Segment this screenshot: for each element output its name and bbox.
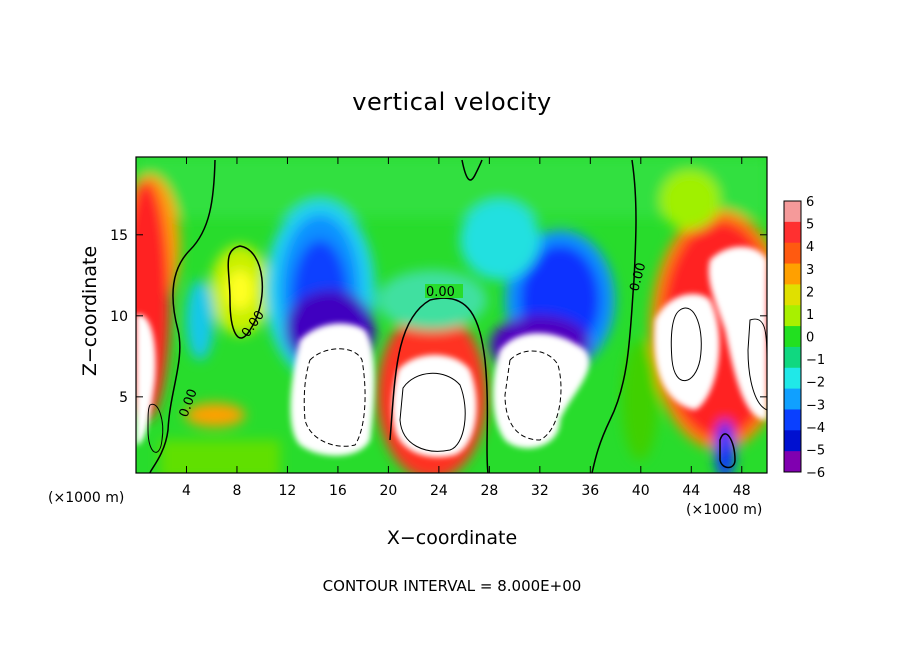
contour-label-4: 0.00 [627, 261, 649, 293]
x-tick-label: 8 [232, 483, 241, 499]
x-tick-label: 40 [632, 483, 650, 499]
colorbar-frame [783, 200, 802, 473]
x-tick-label: 44 [682, 483, 700, 499]
colorbar-tick-label: −4 [806, 421, 825, 436]
x-axis-label: X−coordinate [386, 527, 518, 549]
x-unit-label-right: (×1000 m) [686, 502, 763, 518]
colorbar-tick-label: 1 [806, 308, 814, 323]
colorbar-tick-label: 5 [806, 218, 814, 233]
negative-contours [303, 348, 562, 447]
x-tick-label: 32 [531, 483, 549, 499]
contour-label-1: 0.00 [426, 285, 455, 300]
x-tick-label: 48 [733, 483, 751, 499]
x-tick-label: 12 [279, 483, 297, 499]
contour-lines [147, 159, 767, 473]
colorbar-tick-label: 2 [806, 285, 814, 300]
colorbar-swatch [784, 346, 801, 369]
chart-title: vertical velocity [352, 88, 552, 116]
colorbar-swatch [784, 326, 801, 348]
colorbar-tick-label: −6 [806, 466, 825, 481]
x-tick-label: 4 [182, 483, 191, 499]
colorbar-swatch [784, 305, 801, 327]
colorbar-tick-label: 3 [806, 263, 814, 278]
y-axis: 5 10 15 [110, 228, 767, 406]
colorbar-swatch [784, 430, 801, 452]
colorbar: 6 5 4 3 2 1 0 −1 −2 −3 −4 −5 −6 [783, 195, 825, 481]
y-tick-label: 5 [119, 390, 128, 406]
colorbar-swatch [784, 367, 801, 390]
colorbar-tick-label: 0 [806, 331, 814, 346]
x-tick-label: 16 [329, 483, 347, 499]
x-tick-label: 28 [480, 483, 498, 499]
x-tick-label: 24 [430, 483, 448, 499]
colorbar-swatch [784, 388, 801, 410]
plot-frame [135, 156, 768, 474]
x-unit-label-left: (×1000 m) [48, 490, 125, 506]
y-tick-label: 10 [110, 309, 128, 325]
contour-interval-footer: CONTOUR INTERVAL = 8.000E+00 [322, 577, 582, 595]
colorbar-swatch [784, 221, 801, 244]
colorbar-swatch [784, 263, 801, 285]
colorbar-swatch [784, 451, 801, 473]
velocity-field: 0.00 0.00 0.00 0.00 [136, 157, 767, 473]
colorbar-swatch [784, 201, 801, 223]
x-tick-label: 20 [379, 483, 397, 499]
colorbar-tick-label: −1 [806, 353, 825, 368]
colorbar-swatch [784, 409, 801, 431]
colorbar-tick-label: −2 [806, 376, 825, 391]
colorbar-tick-label: −5 [806, 443, 825, 458]
y-tick-label: 15 [110, 228, 128, 244]
colorbar-tick-label: −3 [806, 398, 825, 413]
x-tick-label: 36 [581, 483, 599, 499]
colorbar-swatch [784, 284, 801, 306]
colorbar-tick-label: 4 [806, 240, 814, 255]
x-axis: 4 8 12 16 20 24 28 32 36 40 44 48 [182, 157, 751, 499]
colorbar-swatch [784, 242, 801, 265]
colorbar-tick-label: 6 [806, 195, 814, 210]
